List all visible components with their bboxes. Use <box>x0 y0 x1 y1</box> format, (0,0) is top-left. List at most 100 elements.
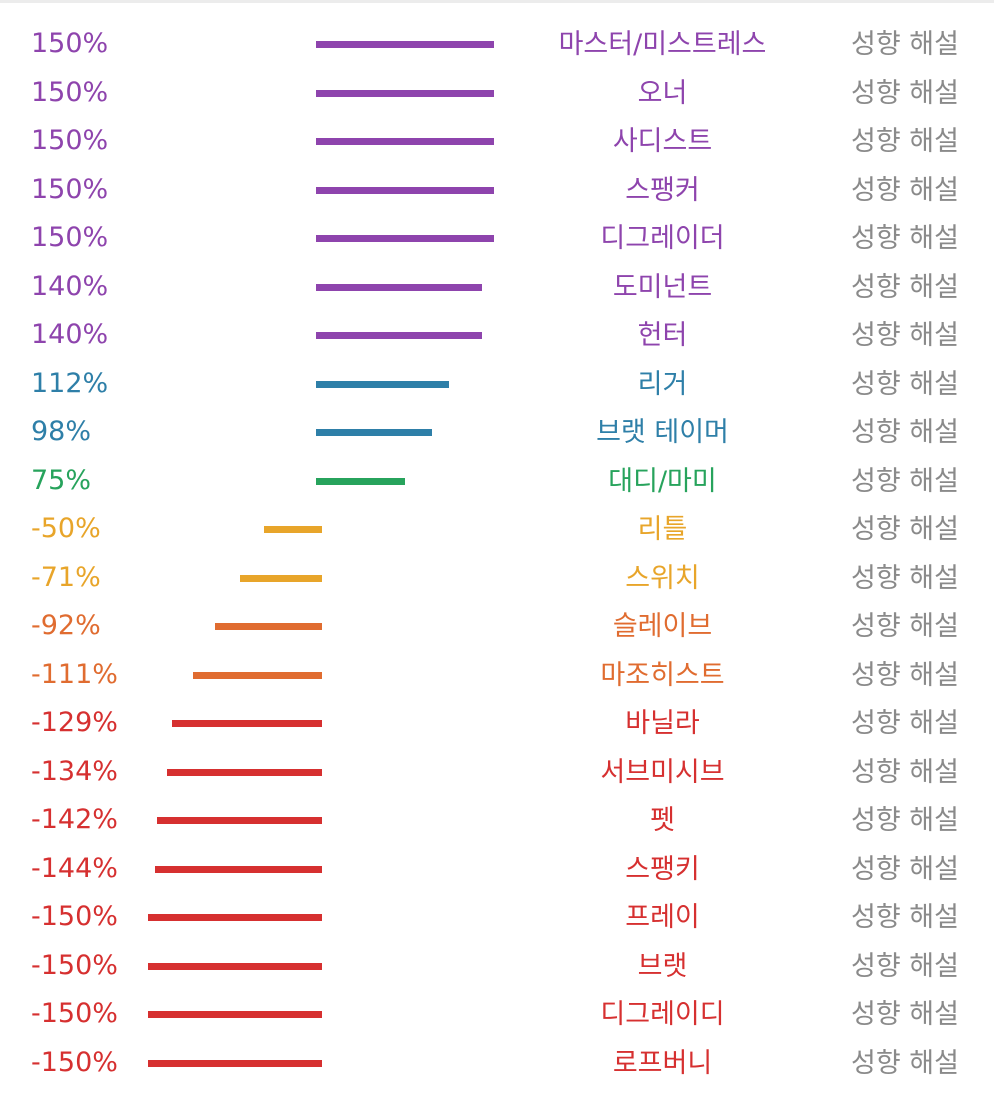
category-label: 서브미시브 <box>600 756 725 788</box>
value-label: -111% <box>31 658 118 690</box>
tendency-explain-link[interactable]: 성향 해설 <box>851 320 959 351</box>
tendency-explain-link[interactable]: 성향 해설 <box>851 465 959 497</box>
value-label: 150% <box>31 125 109 156</box>
value-bar <box>172 720 322 727</box>
tendency-explain-link[interactable]: 성향 해설 <box>851 77 959 109</box>
value-bar <box>148 962 322 970</box>
chart-row: 150% 오너 성향 해설 <box>0 69 994 117</box>
value-label: -129% <box>31 707 118 738</box>
value-bar <box>316 235 494 242</box>
chart-row: -150% 브랫 성향 해설 <box>0 942 994 990</box>
category-label: 마스터/미스트레스 <box>558 29 767 60</box>
tendency-explain-link[interactable]: 성향 해설 <box>851 514 959 545</box>
chart-row: 140% 도미넌트 성향 해설 <box>0 263 994 311</box>
value-label: -150% <box>31 949 118 981</box>
category-label: 펫 <box>650 805 675 836</box>
category-label: 스위치 <box>625 562 700 594</box>
chart-row: -134% 서브미시브 성향 해설 <box>0 748 994 796</box>
value-label: 150% <box>31 28 109 59</box>
category-label: 로프버니 <box>612 1047 713 1079</box>
chart-row: -150% 디그레이디 성향 해설 <box>0 990 994 1038</box>
value-label: -71% <box>31 561 101 593</box>
value-label: 112% <box>31 367 109 399</box>
category-label: 리틀 <box>637 514 688 545</box>
value-label: 150% <box>31 76 109 108</box>
tendency-explain-link[interactable]: 성향 해설 <box>851 659 959 691</box>
value-bar <box>193 671 322 679</box>
chart-row: -150% 로프버니 성향 해설 <box>0 1039 994 1087</box>
category-label: 프레이 <box>625 902 700 933</box>
category-label: 마조히스트 <box>600 659 725 691</box>
value-bar <box>148 1059 322 1067</box>
value-label: -150% <box>31 1046 118 1078</box>
chart-row: 75% 대디/마미 성향 해설 <box>0 457 994 505</box>
value-bar <box>316 89 494 97</box>
tendency-explain-link[interactable]: 성향 해설 <box>851 708 959 739</box>
category-label: 브랫 <box>637 950 688 982</box>
value-label: 75% <box>31 464 92 496</box>
tendency-explain-link[interactable]: 성향 해설 <box>851 805 959 836</box>
top-border <box>0 0 994 3</box>
tendency-explain-link[interactable]: 성향 해설 <box>851 29 959 60</box>
category-label: 헌터 <box>637 320 688 351</box>
category-label: 브랫 테이머 <box>596 417 729 448</box>
value-bar <box>316 283 483 291</box>
value-bar <box>316 429 433 436</box>
value-bar <box>154 865 322 873</box>
chart-row: 112% 리거 성향 해설 <box>0 360 994 408</box>
tendency-explain-link[interactable]: 성향 해설 <box>851 611 959 642</box>
value-label: -92% <box>31 610 101 641</box>
value-bar <box>166 768 322 776</box>
chart-row: 150% 사디스트 성향 해설 <box>0 117 994 165</box>
value-bar <box>148 1011 322 1018</box>
value-bar <box>316 332 483 339</box>
tendency-explain-link[interactable]: 성향 해설 <box>851 271 959 303</box>
chart-row: -150% 프레이 성향 해설 <box>0 893 994 941</box>
chart-row: -142% 펫 성향 해설 <box>0 796 994 844</box>
tendency-explain-link[interactable]: 성향 해설 <box>851 562 959 594</box>
category-label: 디그레이디 <box>600 999 725 1030</box>
tendency-explain-link[interactable]: 성향 해설 <box>851 950 959 982</box>
value-label: 150% <box>31 173 109 205</box>
tendency-explain-link[interactable]: 성향 해설 <box>851 417 959 448</box>
category-label: 오너 <box>637 77 688 109</box>
value-label: 98% <box>31 416 92 447</box>
value-label: 140% <box>31 319 109 350</box>
tendency-explain-link[interactable]: 성향 해설 <box>851 999 959 1030</box>
chart-row: 140% 헌터 성향 해설 <box>0 311 994 359</box>
tendency-explain-link[interactable]: 성향 해설 <box>851 853 959 885</box>
category-label: 바닐라 <box>625 708 700 739</box>
chart-row: -50% 리틀 성향 해설 <box>0 505 994 553</box>
tendency-explain-link[interactable]: 성향 해설 <box>851 223 959 254</box>
value-bar <box>316 477 405 485</box>
value-bar <box>316 138 494 145</box>
category-label: 디그레이더 <box>600 223 725 254</box>
category-label: 슬레이브 <box>612 611 713 642</box>
value-bar <box>215 623 322 630</box>
value-label: -144% <box>31 852 118 884</box>
chart-row: 98% 브랫 테이머 성향 해설 <box>0 408 994 456</box>
value-label: -134% <box>31 755 118 787</box>
value-bar <box>264 526 322 533</box>
tendency-explain-link[interactable]: 성향 해설 <box>851 756 959 788</box>
value-bar <box>316 186 494 194</box>
value-bar <box>316 41 494 48</box>
value-label: -50% <box>31 513 101 544</box>
tendency-explain-link[interactable]: 성향 해설 <box>851 902 959 933</box>
tendency-explain-link[interactable]: 성향 해설 <box>851 174 959 206</box>
tendency-explain-link[interactable]: 성향 해설 <box>851 126 959 157</box>
category-label: 도미넌트 <box>612 271 713 303</box>
chart-row: 150% 마스터/미스트레스 성향 해설 <box>0 20 994 68</box>
tendency-explain-link[interactable]: 성향 해설 <box>851 368 959 400</box>
value-label: 140% <box>31 270 109 302</box>
chart-row: -111% 마조히스트 성향 해설 <box>0 651 994 699</box>
tendency-explain-link[interactable]: 성향 해설 <box>851 1047 959 1079</box>
category-label: 스팽커 <box>625 174 700 206</box>
chart-row: -144% 스팽키 성향 해설 <box>0 845 994 893</box>
category-label: 스팽키 <box>625 853 700 885</box>
value-label: -150% <box>31 998 118 1029</box>
chart-row: 150% 스팽커 성향 해설 <box>0 166 994 214</box>
value-label: 150% <box>31 222 109 253</box>
chart-row: -92% 슬레이브 성향 해설 <box>0 602 994 650</box>
value-bar <box>157 817 322 824</box>
